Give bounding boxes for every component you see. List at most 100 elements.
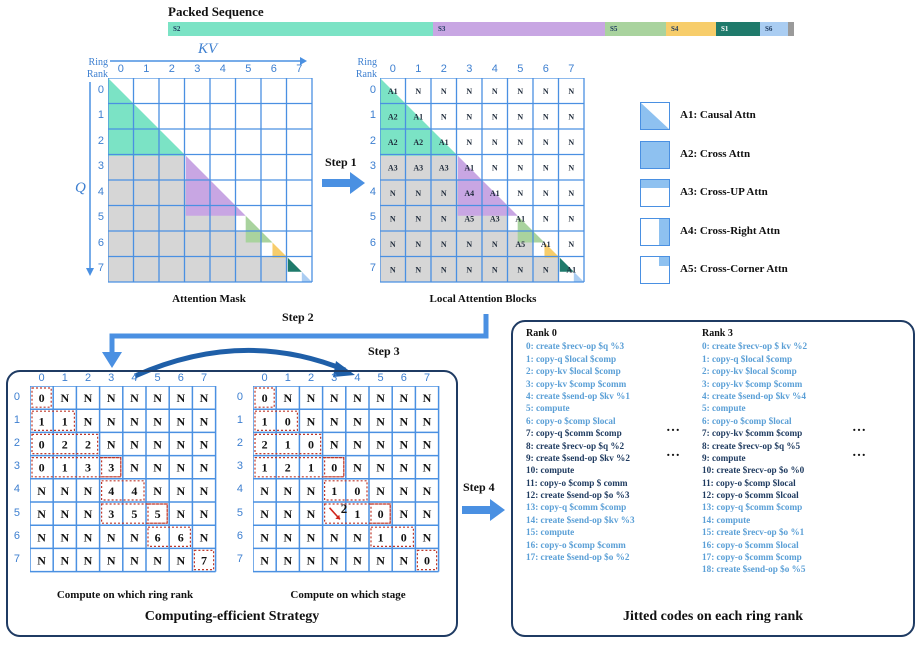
strategy-cell-label: N: [84, 507, 93, 521]
strategy-cell-label: N: [376, 484, 385, 498]
strategy-cell-label: N: [307, 484, 316, 498]
strategy-cell-label: N: [107, 414, 116, 428]
local-cell-label: N: [415, 240, 421, 249]
strategy-cell-label: N: [376, 554, 385, 568]
tick-label: 2: [13, 437, 20, 449]
ellipsis-3: …: [852, 420, 866, 435]
local-cell-label: A2: [388, 138, 398, 147]
local-cell-label: N: [492, 112, 498, 121]
strategy-cell-label: N: [176, 461, 185, 475]
code-line: 7: copy-kv $comm $comp: [702, 428, 803, 439]
step2-label: Step 2: [282, 310, 314, 324]
local-cell-label: N: [415, 189, 421, 198]
tick-label: 4: [13, 483, 20, 496]
strategy-cell-label: N: [60, 554, 69, 568]
strategy-cell-label: N: [200, 484, 209, 498]
tick-label: 2: [168, 63, 175, 75]
tick-label: 2: [236, 437, 243, 449]
strategy-cell-label: N: [84, 414, 93, 428]
tick-label: 0: [261, 372, 268, 384]
step4-label: Step 4: [463, 480, 495, 494]
strategy-cell-label: N: [130, 414, 139, 428]
strategy-cell-label: 1: [285, 438, 291, 452]
strategy-cell-label: N: [423, 414, 432, 428]
strategy-cell-label: N: [153, 414, 162, 428]
tick-label: 7: [97, 262, 104, 275]
code-line: 2: copy-kv $local $comp: [526, 366, 621, 377]
strategy-cell-label: N: [84, 484, 93, 498]
local-cell-label: N: [390, 265, 396, 274]
strategy-cell-label: 0: [308, 438, 314, 452]
strategy-cell-label: N: [353, 438, 362, 452]
local-cell-label: A2: [388, 112, 398, 121]
tick-label: 6: [236, 529, 243, 542]
legend-label: A5: Cross-Corner Attn: [680, 263, 788, 275]
strategy-cell-label: 6: [155, 530, 161, 544]
strategy-cell-label: N: [307, 530, 316, 544]
strategy-cell-label: 1: [331, 484, 337, 498]
strategy-cell-label: N: [176, 484, 185, 498]
tick-label: 6: [400, 372, 407, 384]
tick-label: 0: [38, 372, 45, 384]
code-line: 6: copy-o $comp $local: [526, 415, 616, 426]
tick-label: 3: [97, 160, 104, 173]
strategy-cell-label: 1: [39, 414, 45, 428]
local-cell-label: N: [543, 112, 549, 121]
code-line: 15: create $recv-op $o %1: [702, 527, 805, 538]
strategy-cell-label: 0: [424, 554, 430, 568]
stage-compute-grid: 0 N N N N N N N1 0 N N N N N N2 1 0 N N N N N1 2 1 0 N N N NN N N 1 0 N N N…: [253, 386, 440, 573]
code-line: 7: copy-q $comm $comp: [526, 428, 622, 439]
local-cell-label: N: [517, 87, 523, 96]
strategy-cell-label: N: [423, 484, 432, 498]
local-cell-label: N: [492, 240, 498, 249]
tick-label: 1: [13, 413, 20, 426]
tick-label: 2: [84, 372, 92, 384]
strategy-cell-label: N: [376, 414, 385, 428]
q-axis-arrow: [86, 82, 94, 276]
tick-label: 4: [131, 372, 138, 384]
strategy-cell-label: N: [307, 391, 316, 405]
rank3-code: Rank 3 0: create $recv-op $ kv %2 1: copy…: [702, 328, 807, 574]
strategy-cell-label: N: [37, 554, 46, 568]
local-cell-label: N: [568, 138, 574, 147]
strategy-cell-label: N: [399, 507, 408, 521]
strategy-cell-label: N: [423, 461, 432, 475]
strategy-cell-label: N: [200, 530, 209, 544]
local-cell-label: N: [466, 112, 472, 121]
tick-label: 7: [568, 63, 575, 75]
local-cell-label: N: [568, 87, 574, 96]
legend-label: A3: Cross-UP Attn: [680, 186, 768, 198]
strategy-cell-label: N: [399, 484, 408, 498]
strategy-cell-label: N: [37, 507, 46, 521]
tick-label: 1: [415, 63, 422, 75]
strategy-cell-label: 0: [285, 414, 291, 428]
strategy-cell-label: N: [376, 461, 385, 475]
strategy-cell-label: N: [84, 554, 93, 568]
code-line: 11: copy-o $comp $local: [702, 477, 796, 488]
strategy-cell-label: 0: [39, 391, 45, 405]
tick-label: 3: [194, 63, 201, 75]
strategy-cell-label: N: [84, 530, 93, 544]
strategy-cell-label: N: [130, 530, 139, 544]
strategy-cell-label: 2: [85, 438, 91, 452]
local-cell-label: N: [517, 112, 523, 121]
tick-label: 3: [13, 460, 20, 473]
strategy-cell-label: 6: [178, 530, 184, 544]
strategy-cell-label: 2: [285, 461, 291, 475]
local-cell-label: N: [441, 112, 447, 121]
strategy-cell-label: 4: [108, 484, 114, 498]
strategy-cell-label: 1: [378, 530, 384, 544]
packed-segment: S4: [666, 22, 716, 36]
strategy-cell-label: N: [260, 484, 269, 498]
local-cell-label: N: [415, 87, 421, 96]
tick-label: 3: [236, 460, 243, 473]
code-line: 4: create $send-op $kv %4: [702, 390, 806, 401]
step4-arrow: [462, 499, 505, 521]
strategy-cell-label: 0: [401, 530, 407, 544]
local-cell-label: N: [466, 265, 472, 274]
packed-segment: [788, 22, 794, 36]
strategy-cell-label: N: [153, 554, 162, 568]
strategy-cell-label: 3: [108, 461, 114, 475]
step1-arrow: [322, 172, 365, 194]
strategy-cell-label: N: [399, 414, 408, 428]
